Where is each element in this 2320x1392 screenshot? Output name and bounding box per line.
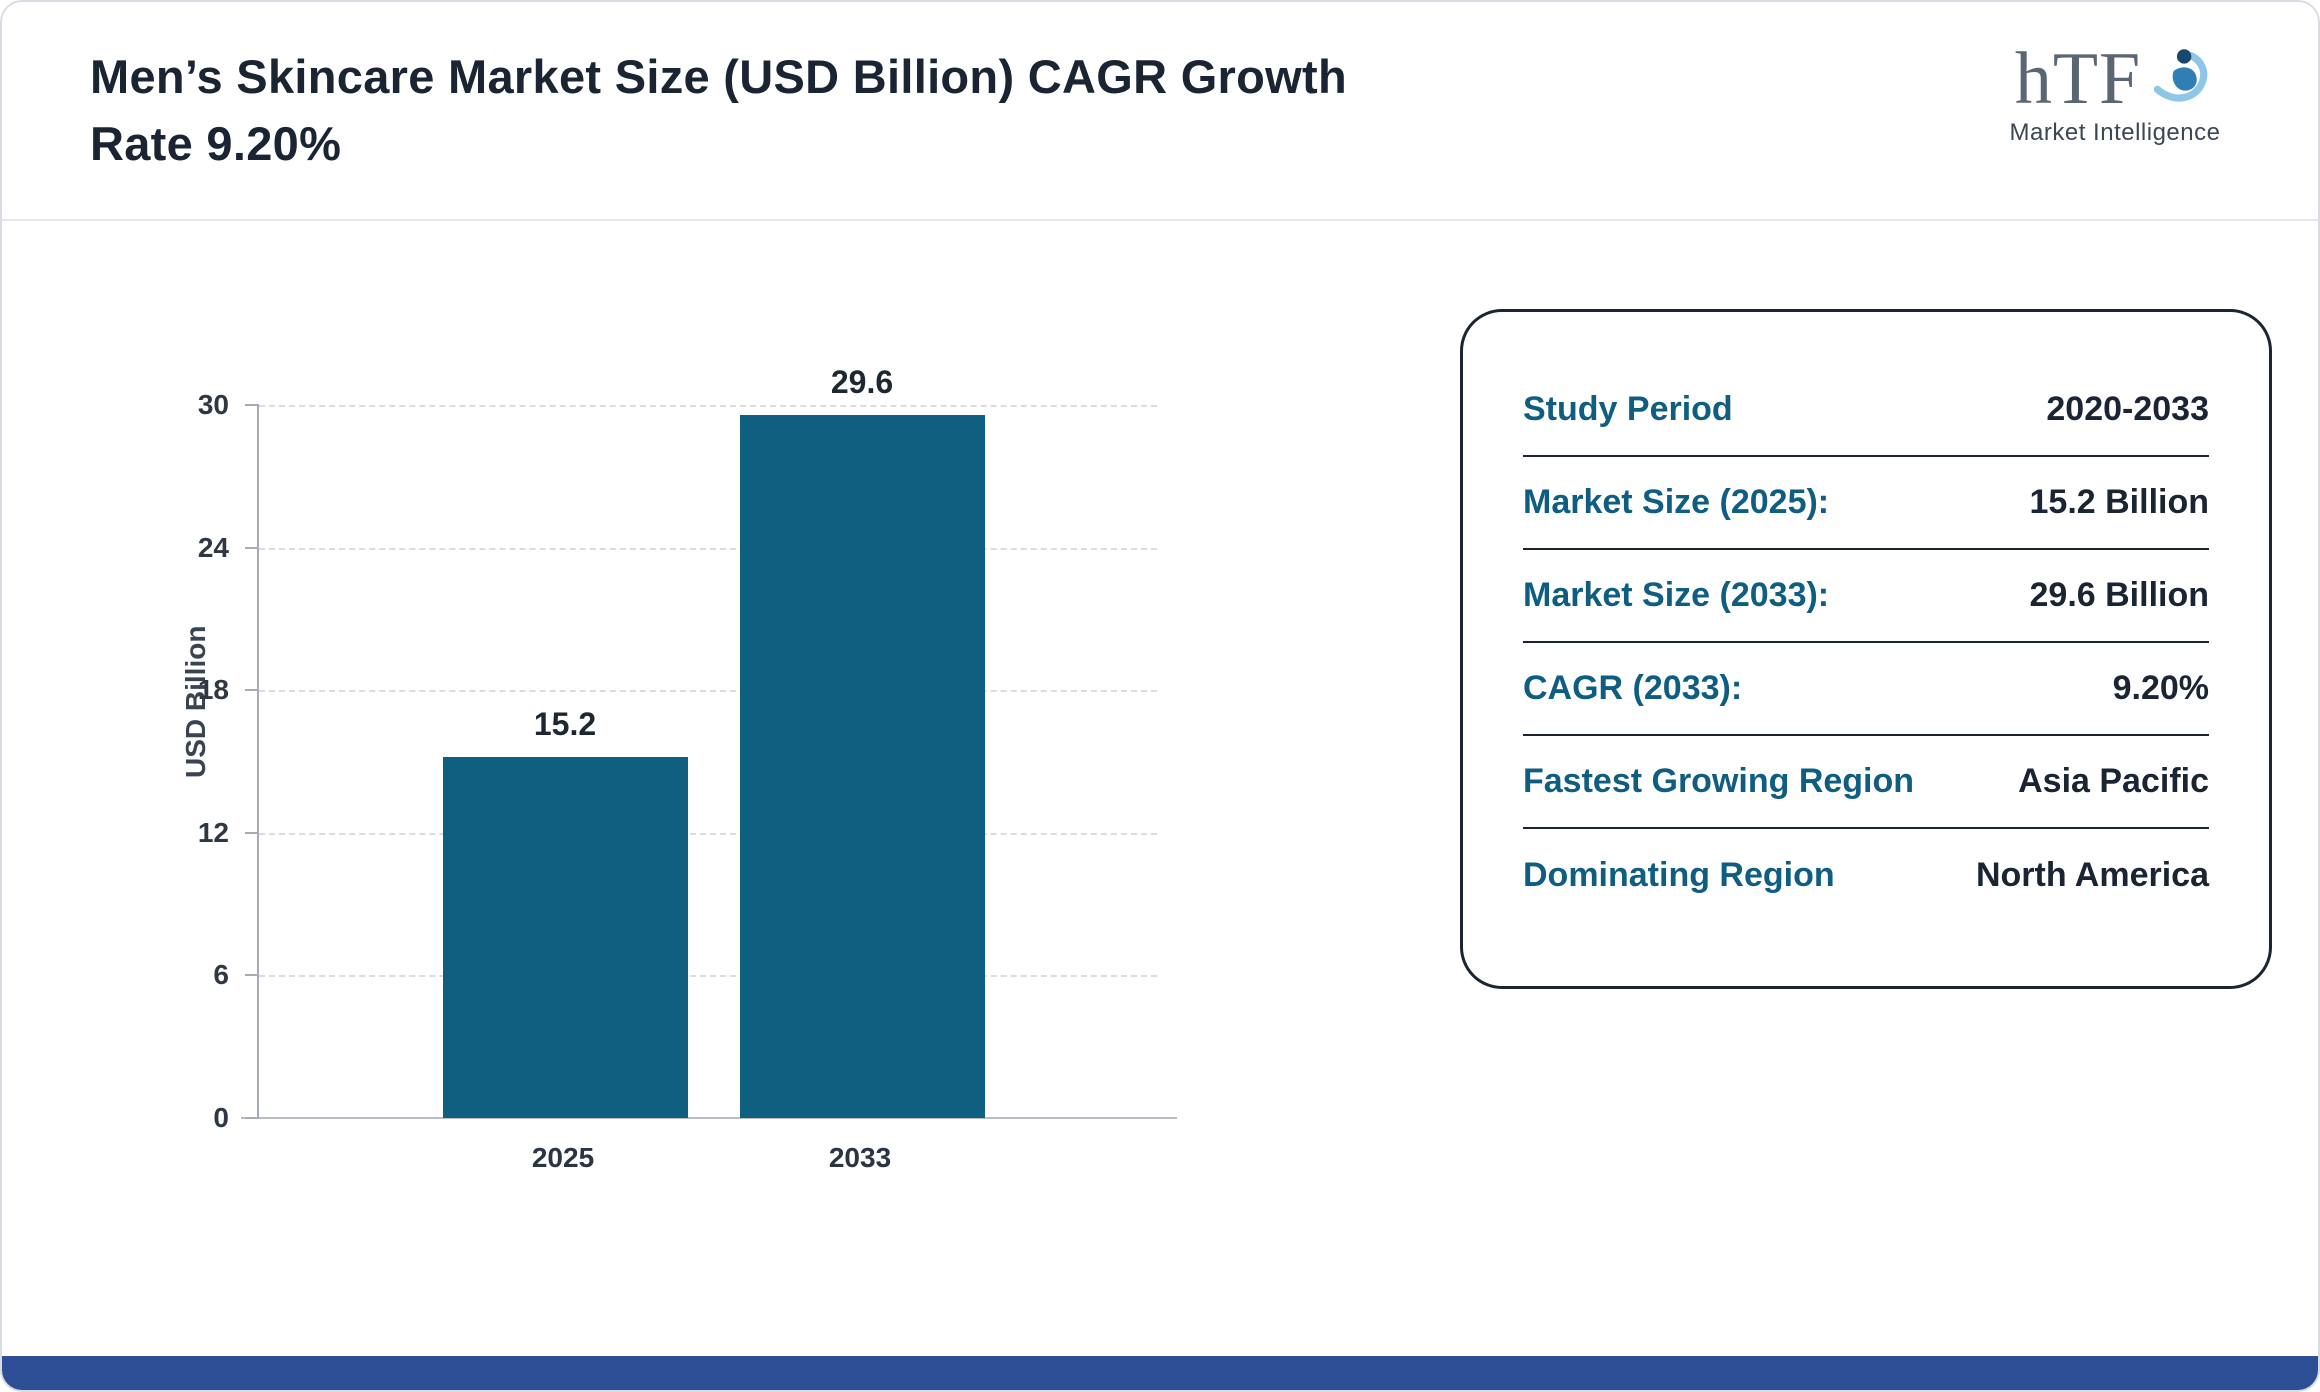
y-tick-mark	[245, 1117, 259, 1119]
plot-area: 15.2 29.6	[241, 364, 1177, 1119]
x-axis-line	[241, 1117, 1177, 1119]
x-tick-label: 2033	[828, 1142, 892, 1173]
info-label: Fastest Growing Region	[1523, 762, 1915, 800]
info-value: 29.6 Billion	[2029, 576, 2210, 614]
brand-logo: hTF Market Intelligence	[1970, 40, 2260, 147]
info-label: Market Size (2033):	[1523, 576, 1830, 614]
info-value: Asia Pacific	[2018, 762, 2209, 800]
gridline	[259, 975, 1157, 978]
footer-strip	[2, 1356, 2318, 1390]
info-label: Market Size (2025):	[1523, 483, 1830, 521]
y-tick-label: 24	[197, 531, 229, 563]
info-row: Study Period 2020-2033	[1523, 364, 2209, 457]
bar-value-label: 29.6	[830, 363, 894, 400]
info-row: Market Size (2025): 15.2 Billion	[1523, 457, 2209, 550]
y-tick-mark	[245, 831, 259, 834]
y-tick-label: 12	[197, 816, 229, 848]
y-tick-mark	[245, 974, 259, 977]
y-tick-label: 0	[213, 1102, 229, 1133]
bar-2033	[739, 414, 985, 1118]
info-row: CAGR (2033): 9.20%	[1523, 643, 2209, 736]
y-axis-ticks: 0 6 12 18 24 30	[147, 389, 247, 1133]
logo-swoosh-icon	[2143, 40, 2215, 117]
page-title: Men’s Skincare Market Size (USD Billion)…	[90, 50, 1347, 170]
y-tick-label: 30	[197, 389, 229, 420]
gridline	[259, 405, 1157, 407]
gridline	[259, 547, 1157, 550]
info-value: 2020-2033	[2046, 390, 2209, 428]
info-label: Study Period	[1523, 390, 1733, 428]
header: Men’s Skincare Market Size (USD Billion)…	[2, 2, 2318, 219]
y-tick-label: 6	[213, 959, 229, 991]
logo-text: hTF	[2014, 37, 2142, 120]
info-row: Market Size (2033): 29.6 Billion	[1523, 550, 2209, 643]
x-axis-labels: 2025 2033	[257, 1142, 1157, 1192]
gridline	[259, 690, 1157, 693]
info-value: North America	[1975, 856, 2209, 894]
bar-2025	[442, 756, 688, 1118]
info-label: Dominating Region	[1523, 856, 1835, 894]
info-value: 15.2 Billion	[2029, 483, 2210, 521]
y-tick-mark	[245, 689, 259, 692]
info-value: 9.20%	[2112, 669, 2209, 707]
logo-row: hTF	[1970, 40, 2260, 117]
info-row: Fastest Growing Region Asia Pacific	[1523, 736, 2209, 829]
logo-subtext: Market Intelligence	[2009, 119, 2221, 146]
y-tick-label: 18	[197, 674, 229, 706]
info-label: CAGR (2033):	[1523, 669, 1743, 707]
info-row: Dominating Region North America	[1523, 829, 2209, 922]
header-divider	[2, 219, 2318, 221]
x-tick-label: 2025	[531, 1142, 595, 1173]
gridline	[259, 832, 1157, 835]
bar-value-label: 15.2	[533, 705, 597, 742]
y-tick-mark	[245, 404, 259, 406]
y-tick-mark	[245, 546, 259, 549]
info-card: Study Period 2020-2033 Market Size (2025):…	[1460, 309, 2272, 989]
info-card-rows: Study Period 2020-2033 Market Size (2025):…	[1523, 364, 2209, 922]
